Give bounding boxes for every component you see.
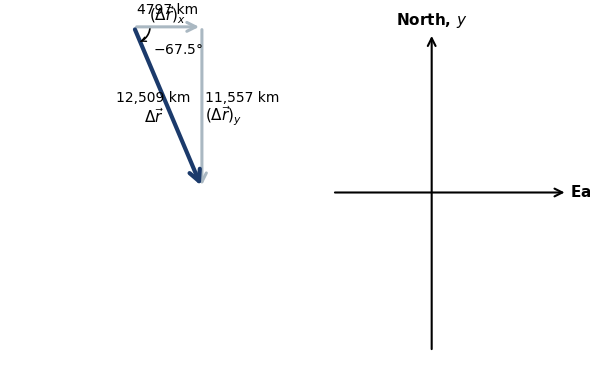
Text: 12,509 km: 12,509 km bbox=[116, 92, 191, 105]
Text: 4797 km: 4797 km bbox=[137, 3, 198, 17]
Text: $\Delta\vec{r}$: $\Delta\vec{r}$ bbox=[144, 107, 163, 126]
Text: $-67.5°$: $-67.5°$ bbox=[153, 43, 203, 57]
Text: North, $\it{y}$: North, $\it{y}$ bbox=[396, 11, 467, 30]
Text: East, $\it{x}$: East, $\it{x}$ bbox=[569, 184, 590, 201]
Text: 11,557 km: 11,557 km bbox=[205, 92, 280, 105]
Text: $(\Delta\vec{r})_x$: $(\Delta\vec{r})_x$ bbox=[149, 5, 186, 26]
Text: $(\Delta\vec{r})_y$: $(\Delta\vec{r})_y$ bbox=[205, 105, 242, 128]
